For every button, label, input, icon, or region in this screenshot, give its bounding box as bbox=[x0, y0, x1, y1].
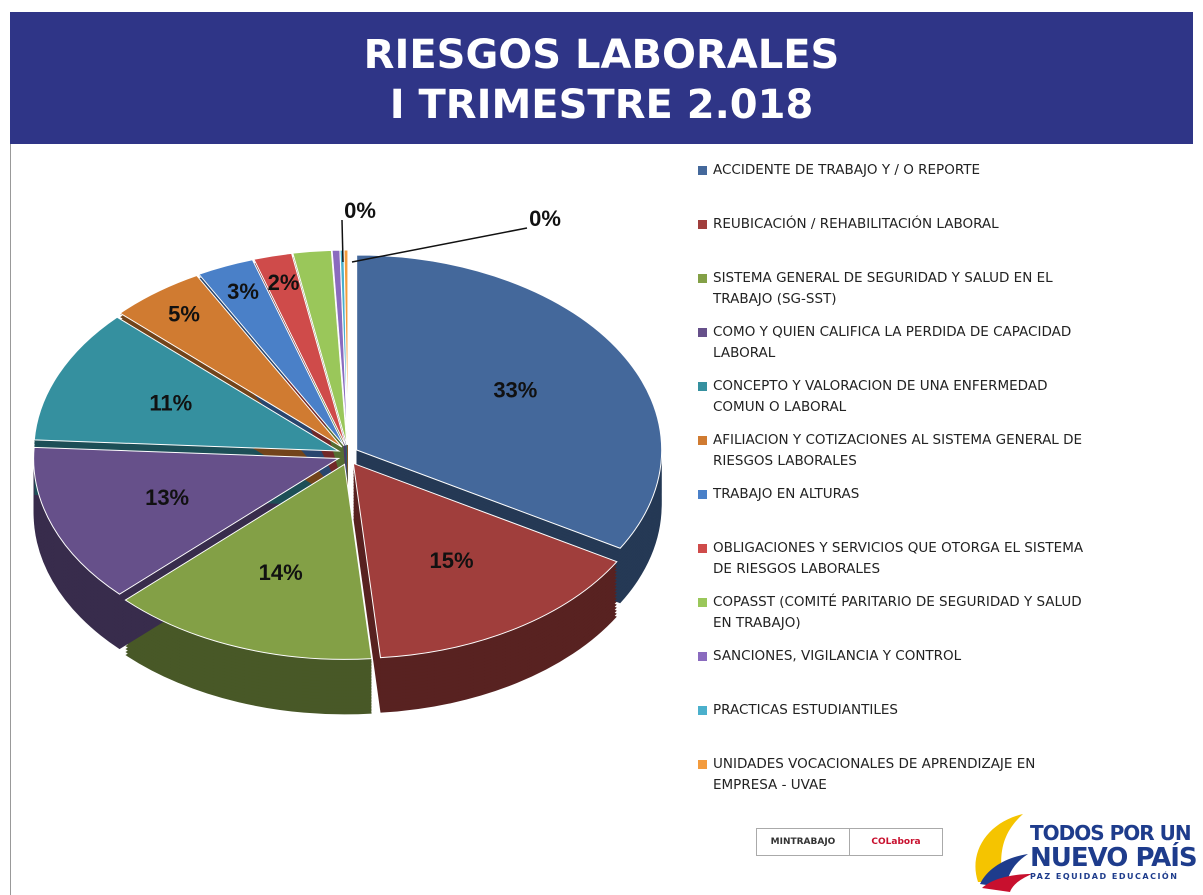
legend-item: AFILIACION Y COTIZACIONES AL SISTEMA GEN… bbox=[698, 430, 1088, 472]
data-label: 5% bbox=[168, 301, 200, 326]
legend-swatch bbox=[698, 220, 707, 229]
legend-label: COPASST (COMITÉ PARITARIO DE SEGURIDAD Y… bbox=[713, 594, 1082, 631]
leader-line bbox=[351, 227, 528, 263]
title-bar: RIESGOS LABORALES I TRIMESTRE 2.018 bbox=[10, 12, 1193, 144]
flag-logo bbox=[975, 814, 1032, 892]
slogan-line: TODOS POR UN bbox=[1030, 821, 1192, 845]
legend-swatch bbox=[698, 652, 707, 661]
legend-item: CONCEPTO Y VALORACION DE UNA ENFERMEDAD … bbox=[698, 376, 1088, 418]
legend-label: TRABAJO EN ALTURAS bbox=[713, 486, 860, 502]
slice bbox=[124, 463, 373, 660]
legend-label: REUBICACIÓN / REHABILITACIÓN LABORAL bbox=[713, 216, 999, 232]
frame bbox=[10, 144, 11, 895]
data-label: 33% bbox=[493, 378, 537, 403]
legend-label: PRACTICAS ESTUDIANTILES bbox=[713, 702, 898, 718]
slice bbox=[33, 446, 341, 595]
data-label: 15% bbox=[429, 548, 473, 573]
legend-swatch bbox=[698, 436, 707, 445]
legend-item: TRABAJO EN ALTURAS bbox=[698, 484, 1088, 505]
slice bbox=[343, 249, 349, 446]
slogan: TODOS POR UN NUEVO PAÍS PAZ EQUIDAD EDUC… bbox=[1030, 821, 1198, 881]
title-line: RIESGOS LABORALES bbox=[363, 32, 840, 78]
data-label: 14% bbox=[259, 560, 303, 585]
legend-swatch bbox=[698, 382, 707, 391]
legend-swatch bbox=[698, 544, 707, 553]
chart: 33% 15% 14% 13% 11% 5% 3% 2% 0% 0% bbox=[33, 198, 663, 715]
legend-item: SISTEMA GENERAL DE SEGURIDAD Y SALUD EN … bbox=[698, 268, 1088, 310]
data-label: 2% bbox=[268, 270, 300, 295]
flag-red bbox=[982, 874, 1032, 892]
legend-item: UNIDADES VOCACIONALES DE APRENDIZAJE EN … bbox=[698, 754, 1088, 796]
slice bbox=[198, 259, 345, 447]
leader-line bbox=[341, 219, 344, 263]
flag-blue bbox=[980, 854, 1028, 888]
slogan-line: NUEVO PAÍS bbox=[1030, 843, 1198, 873]
legend-swatch bbox=[698, 706, 707, 715]
legend-label: SISTEMA GENERAL DE SEGURIDAD Y SALUD EN … bbox=[713, 270, 1053, 307]
legend-swatch bbox=[698, 598, 707, 607]
slice bbox=[119, 274, 343, 448]
logo: COLabora bbox=[849, 828, 943, 856]
legend-label: UNIDADES VOCACIONALES DE APRENDIZAJE EN … bbox=[713, 756, 1036, 793]
data-label: 13% bbox=[145, 485, 189, 510]
data-label: 0% bbox=[529, 206, 561, 231]
legend-swatch bbox=[698, 166, 707, 175]
legend-label: SANCIONES, VIGILANCIA Y CONTROL bbox=[713, 648, 962, 664]
legend-label: CONCEPTO Y VALORACION DE UNA ENFERMEDAD … bbox=[713, 378, 1048, 415]
legend-label: OBLIGACIONES Y SERVICIOS QUE OTORGA EL S… bbox=[713, 540, 1084, 577]
data-label: 11% bbox=[149, 391, 192, 416]
legend-swatch bbox=[698, 274, 707, 283]
data-label: 3% bbox=[227, 279, 259, 304]
pie-tops bbox=[33, 249, 663, 660]
legend-item: COPASST (COMITÉ PARITARIO DE SEGURIDAD Y… bbox=[698, 592, 1088, 634]
logo: MINTRABAJO bbox=[756, 828, 850, 856]
legend-label: COMO Y QUIEN CALIFICA LA PERDIDA DE CAPA… bbox=[713, 324, 1072, 361]
title-line: I TRIMESTRE 2.018 bbox=[389, 82, 814, 128]
flag-yellow bbox=[975, 814, 1023, 882]
legend-swatch bbox=[698, 490, 707, 499]
legend-swatch bbox=[698, 328, 707, 337]
legend-swatch bbox=[698, 760, 707, 769]
legend-label: AFILIACION Y COTIZACIONES AL SISTEMA GEN… bbox=[713, 432, 1083, 469]
slice bbox=[253, 252, 347, 446]
slogan-line: PAZ EQUIDAD EDUCACIÓN bbox=[1030, 872, 1179, 881]
legend-item: ACCIDENTE DE TRABAJO Y / O REPORTE bbox=[698, 160, 1088, 181]
data-label: 0% bbox=[344, 198, 376, 223]
legend-label: ACCIDENTE DE TRABAJO Y / O REPORTE bbox=[713, 162, 980, 178]
legend-item: SANCIONES, VIGILANCIA Y CONTROL bbox=[698, 646, 1088, 667]
slice bbox=[352, 462, 618, 659]
slice bbox=[356, 254, 663, 549]
slice bbox=[292, 249, 348, 446]
legend-item: COMO Y QUIEN CALIFICA LA PERDIDA DE CAPA… bbox=[698, 322, 1088, 364]
legend-item: REUBICACIÓN / REHABILITACIÓN LABORAL bbox=[698, 214, 1088, 235]
legend-item: PRACTICAS ESTUDIANTILES bbox=[698, 700, 1088, 721]
slice bbox=[33, 316, 341, 452]
legend-item: OBLIGACIONES Y SERVICIOS QUE OTORGA EL S… bbox=[698, 538, 1088, 580]
